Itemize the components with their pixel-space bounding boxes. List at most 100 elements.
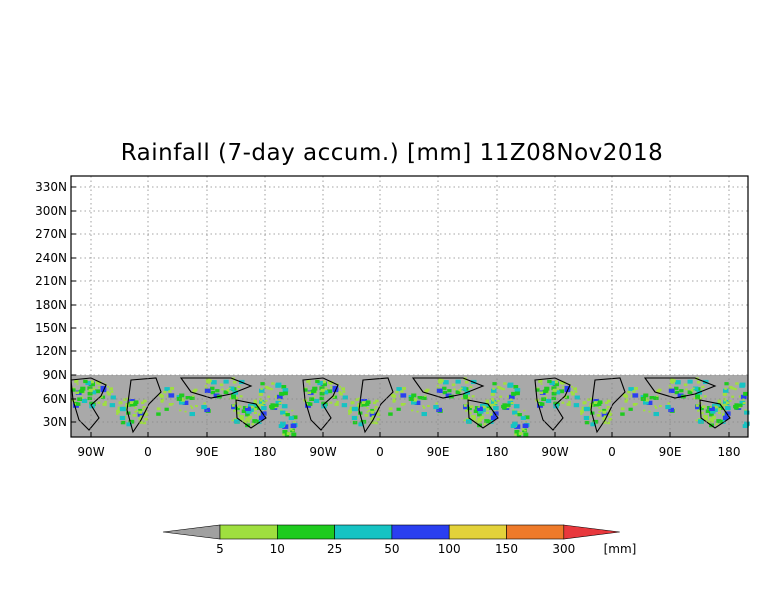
colorbar-label: 25: [327, 542, 342, 556]
rain-cell: [179, 393, 185, 398]
rain-cell: [235, 389, 238, 391]
rain-cell: [485, 408, 490, 411]
rain-cell: [738, 395, 742, 398]
rain-cell: [332, 395, 338, 399]
rain-cell: [740, 394, 747, 400]
rain-cell: [720, 420, 726, 424]
rain-cell: [602, 417, 607, 421]
rain-cell: [510, 402, 514, 405]
rain-cell: [583, 415, 590, 420]
rain-cell: [282, 414, 285, 416]
rain-cell: [436, 388, 443, 393]
rain-cell: [245, 417, 249, 421]
rain-cell: [168, 390, 172, 393]
rain-cell: [687, 390, 693, 394]
y-tick-label: 30N: [43, 415, 67, 429]
rain-cell: [116, 413, 119, 415]
x-tick-label: 0: [144, 445, 152, 459]
x-tick-label: 90E: [196, 445, 219, 459]
rain-cell: [590, 422, 596, 427]
rain-cell: [742, 424, 748, 428]
rain-cell: [184, 410, 187, 413]
rain-cell: [374, 421, 379, 425]
rain-cell: [655, 406, 658, 409]
rain-cell: [506, 403, 511, 407]
colorbar-label: 5: [216, 542, 224, 556]
rain-cell: [484, 419, 490, 423]
rain-cell: [375, 399, 379, 403]
rain-cell: [524, 429, 527, 432]
rain-cell: [701, 385, 705, 388]
rain-cell: [707, 420, 711, 424]
rain-cell: [324, 387, 328, 390]
plot-frame: [70, 175, 749, 438]
coastline: [699, 399, 731, 429]
rain-cell: [193, 388, 198, 392]
rain-cell: [327, 389, 333, 394]
rain-cell: [493, 406, 499, 411]
rain-cell: [692, 387, 695, 390]
rain-cell: [76, 383, 79, 385]
rain-cell: [260, 382, 265, 386]
x-tick-label: 0: [376, 445, 384, 459]
x-axis: 90W 0 90E 180 90W 0 90E 180 90W 0 90E 180: [77, 432, 740, 459]
rain-cell: [479, 416, 484, 420]
rain-cell: [87, 386, 93, 391]
rain-cell: [628, 387, 634, 392]
rain-cell: [566, 402, 571, 406]
rain-cell: [718, 406, 724, 410]
rain-cell: [140, 401, 145, 405]
rain-cell: [278, 424, 284, 428]
rain-cell: [573, 387, 577, 391]
rain-cell: [723, 399, 729, 404]
coastline: [126, 377, 162, 434]
y-tick-label: 270N: [35, 227, 67, 241]
rain-cell: [376, 412, 381, 416]
rain-cell: [478, 419, 482, 423]
rain-cell: [602, 410, 607, 414]
rain-cell: [267, 395, 271, 398]
rain-cell: [192, 395, 195, 397]
colorbar-segment: [506, 524, 565, 540]
rain-cell: [518, 432, 523, 435]
rain-cell: [460, 387, 463, 390]
colorbar-label: 100: [438, 542, 461, 556]
rain-cell: [514, 430, 520, 434]
rain-cell: [144, 412, 149, 416]
rain-cell: [554, 390, 561, 395]
rain-cell: [492, 387, 495, 390]
rain-cell: [116, 409, 120, 413]
colorbar-label: 50: [384, 542, 399, 556]
rain-cell: [204, 384, 207, 387]
rain-cell: [388, 412, 393, 416]
rain-cell: [239, 415, 244, 419]
rain-cell: [170, 387, 174, 390]
colorbar-segment: [276, 524, 335, 540]
rain-cell: [471, 417, 476, 421]
rain-cell: [231, 404, 235, 407]
rain-cell: [257, 404, 260, 407]
rain-cell: [107, 392, 111, 396]
rain-cell: [276, 394, 283, 400]
rain-cell: [236, 411, 240, 415]
rain-cell: [722, 413, 727, 417]
rain-cell: [138, 410, 143, 414]
rain-cell: [258, 392, 263, 396]
rain-cell: [556, 387, 560, 390]
rain-cell: [465, 409, 468, 412]
rain-cell: [106, 391, 110, 394]
rain-cell: [553, 382, 559, 387]
rain-cell: [685, 388, 688, 391]
rain-cell: [744, 410, 750, 415]
rain-cell: [455, 390, 461, 394]
rain-cell: [126, 422, 132, 427]
rain-cell: [502, 388, 505, 391]
rain-cell: [234, 419, 240, 424]
rain-cell: [439, 379, 444, 383]
rain-cell: [667, 402, 670, 405]
rain-cell: [204, 388, 211, 393]
rain-cell: [465, 418, 469, 421]
rain-cell: [338, 391, 342, 394]
rain-cell: [75, 402, 81, 406]
rain-cell: [671, 379, 676, 383]
